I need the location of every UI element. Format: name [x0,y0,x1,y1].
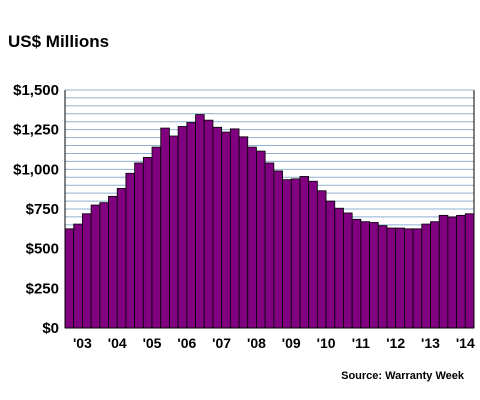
x-tick-label: '06 [177,335,196,351]
bar [421,223,431,329]
bar [325,200,336,329]
bar [377,225,388,329]
bar [351,218,362,329]
y-tick-label: $500 [26,241,59,258]
bar [125,172,136,329]
x-tick-label: '11 [352,335,370,351]
bar [82,213,92,329]
y-tick-label: $1,500 [13,82,59,99]
bar [108,195,118,329]
bar [264,162,275,329]
x-tick-label: '04 [108,335,127,351]
bar [169,135,179,329]
y-tick-label: $1,000 [13,161,59,178]
x-tick-label: '03 [73,335,92,351]
x-tick-label: '09 [282,335,301,351]
y-tick-labels: $0 $250 $500 $750 $1,000 $1,250 $1,500 [13,82,59,337]
bar [360,221,370,329]
bar [212,126,223,329]
bar [456,214,466,329]
bar [464,213,475,329]
bar [116,187,127,329]
bar [447,216,457,329]
bar [334,207,344,329]
bar-series [64,114,475,329]
bar [256,150,266,329]
bar [273,170,283,329]
bar [142,157,153,329]
bar [238,136,249,329]
bar [343,212,353,329]
x-tick-label: '12 [386,335,405,351]
bar [151,146,162,329]
x-tick-label: '05 [143,335,162,351]
bar [290,178,301,329]
source-note: Source: Warranty Week [341,370,464,382]
chart-title: US$ Millions [8,32,110,51]
bar [316,190,327,329]
bar [308,180,318,329]
x-tick-label: '13 [421,335,440,351]
bar [299,176,310,329]
bar [195,114,205,329]
bar [186,122,196,329]
bar [73,223,83,329]
bar [282,179,292,329]
bar [229,128,240,329]
bar [90,204,101,329]
y-tick-label: $0 [42,320,59,337]
bar [64,228,75,329]
bar [177,126,188,329]
bar [386,227,397,329]
bar [369,222,379,329]
bar [247,146,257,329]
bar [99,202,109,329]
bar [395,227,405,329]
bar [430,221,440,329]
x-tick-label: '08 [247,335,266,351]
bar [412,228,423,329]
axes [64,89,475,329]
y-tick-label: $1,250 [13,122,59,139]
x-tick-label: '14 [456,335,475,351]
x-tick-label: '07 [212,335,231,351]
bar [134,162,144,329]
y-tick-label: $250 [26,280,59,297]
bar [221,131,231,329]
bar [160,127,170,329]
bar [438,214,449,329]
x-tick-labels: '03 '04 '05 '06 '07 '08 '09 '10 '11 '12 '13 '14 [73,335,475,351]
y-tick-label: $750 [26,201,59,218]
bar [203,119,214,329]
bar [403,228,414,329]
x-tick-label: '10 [317,335,336,351]
